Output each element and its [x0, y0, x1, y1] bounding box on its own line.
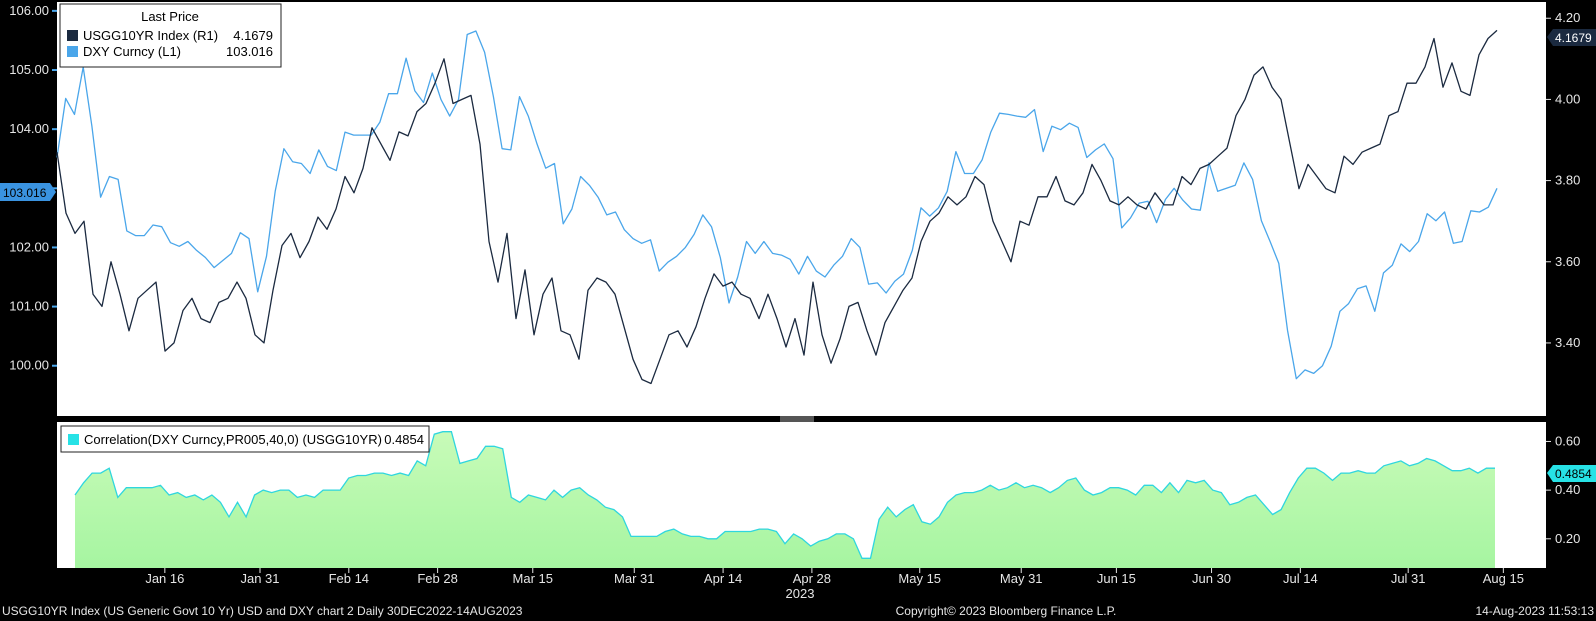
legend-title: Last Price	[141, 9, 199, 24]
right-axis-tick-label: 3.60	[1555, 254, 1580, 269]
bottom-legend-box	[60, 425, 430, 453]
left-axis-tick-label: 101.00	[9, 299, 49, 314]
date-axis-tick-label: Aug 15	[1483, 571, 1524, 586]
correlation-last-tag: 0.4854	[1547, 465, 1596, 482]
correlation-axis: 0.60 0.40 0.20	[1546, 433, 1580, 546]
correlation-area-layer	[74, 431, 1495, 568]
top-legend-box	[59, 3, 282, 68]
date-axis-tick-label: Mar 31	[614, 571, 654, 586]
usgg-last-tag: 4.1679	[1547, 29, 1596, 46]
date-axis-tick-label: Jun 15	[1097, 571, 1136, 586]
legend-item-correlation-name: Correlation(DXY Curncy,PR005,40,0) (USGG…	[84, 432, 382, 447]
date-axis-tick-label: Apr 14	[704, 571, 742, 586]
legend-swatch-usgg	[67, 30, 78, 41]
left-axis-tick-label: 100.00	[9, 358, 49, 373]
footer-timestamp: 14-Aug-2023 11:53:13	[1475, 604, 1594, 618]
left-axis-tick-label: 106.00	[9, 3, 49, 18]
legend-item-correlation-value: 0.4854	[384, 432, 424, 447]
right-axis-tick-label: 3.80	[1555, 173, 1580, 188]
x-axis-year: 2023	[786, 586, 815, 601]
correlation-last-tag-shape	[1547, 465, 1596, 482]
left-axis: 106.00105.00104.00103.00102.00101.00100.…	[9, 3, 57, 373]
date-axis-tick-label: May 15	[898, 571, 941, 586]
top-legend[interactable]: Last Price USGG10YR Index (R1) 4.1679 DX…	[59, 3, 282, 68]
date-axis-tick-label: Jul 31	[1391, 571, 1426, 586]
correlation-last-tag-text: 0.4854	[1555, 467, 1592, 481]
date-axis: Jan 16 Jan 31 Feb 14 Feb 28 Mar 15 Mar 31 Apr …	[145, 568, 1524, 586]
right-axis-tick-label: 4.00	[1555, 91, 1580, 106]
date-axis-tick-label: May 31	[1000, 571, 1043, 586]
legend-item-usgg-name: USGG10YR Index (R1)	[83, 28, 218, 43]
date-axis-tick-label: Apr 28	[793, 571, 831, 586]
panel-divider-handle[interactable]	[780, 416, 814, 422]
correlation-axis-tick-label: 0.20	[1555, 531, 1580, 546]
right-axis: 4.20 4.00 3.80 3.60 3.40	[1546, 10, 1580, 350]
price-lines-layer	[56, 29, 1498, 385]
dxy-last-tag: 103.016	[0, 183, 56, 201]
legend-item-usgg-value: 4.1679	[233, 28, 273, 43]
legend-swatch-dxy	[67, 46, 78, 57]
correlation-axis-tick-label: 0.60	[1555, 433, 1580, 448]
footer-description: USGG10YR Index (US Generic Govt 10 Yr) U…	[2, 604, 523, 618]
correlation-axis-tick-label: 0.40	[1555, 482, 1580, 497]
date-axis-tick-label: Feb 14	[329, 571, 369, 586]
date-axis-tick-label: Jun 30	[1192, 571, 1231, 586]
dxy-last-tag-text: 103.016	[3, 186, 47, 200]
usgg-last-tag-text: 4.1679	[1555, 31, 1592, 45]
usgg10yr-series-line	[56, 29, 1498, 385]
legend-item-dxy-value: 103.016	[226, 44, 273, 59]
dxy-last-tag-shape	[0, 183, 56, 201]
bottom-legend[interactable]: Correlation(DXY Curncy,PR005,40,0) (USGG…	[60, 425, 430, 453]
date-axis-tick-label: Mar 15	[513, 571, 553, 586]
right-axis-tick-label: 3.40	[1555, 335, 1580, 350]
correlation-line	[74, 431, 1495, 559]
usgg-last-tag-shape	[1547, 29, 1596, 46]
date-axis-tick-label: Feb 28	[417, 571, 457, 586]
correlation-area	[75, 431, 1495, 568]
left-axis-tick-label: 105.00	[9, 62, 49, 77]
left-axis-tick-label: 102.00	[9, 239, 49, 254]
date-axis-tick-label: Jan 31	[240, 571, 279, 586]
footer-copyright: Copyright© 2023 Bloomberg Finance L.P.	[896, 604, 1117, 618]
left-axis-tick-label: 104.00	[9, 121, 49, 136]
date-axis-tick-label: Jul 14	[1283, 571, 1318, 586]
dxy-series-line	[56, 30, 1498, 380]
date-axis-tick-label: Jan 16	[145, 571, 184, 586]
legend-swatch-correlation	[68, 434, 79, 445]
legend-item-dxy-name: DXY Curncy (L1)	[83, 44, 181, 59]
right-axis-tick-label: 4.20	[1555, 10, 1580, 25]
